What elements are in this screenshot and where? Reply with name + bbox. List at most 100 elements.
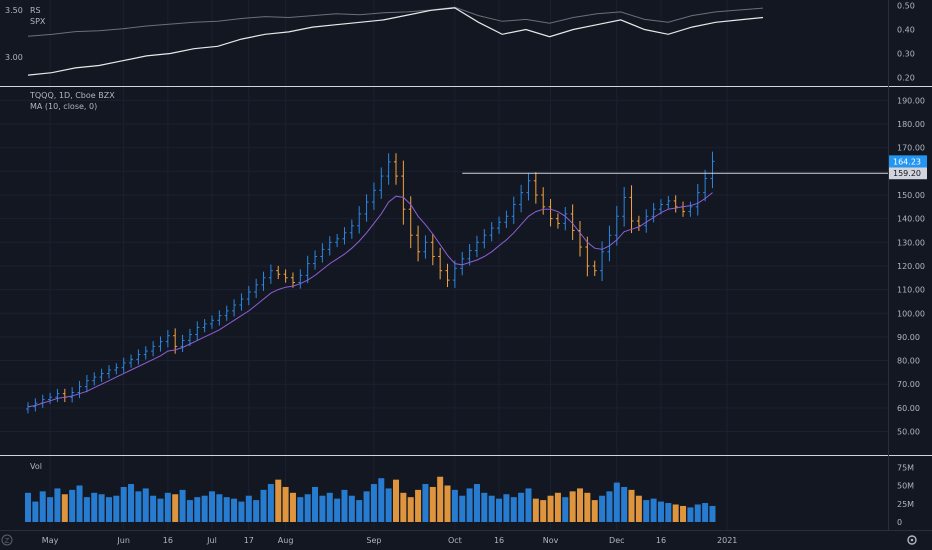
ohlc-bar bbox=[371, 182, 376, 210]
ohlc-bar bbox=[607, 225, 612, 262]
ohlc-bar bbox=[239, 293, 244, 311]
spx-legend: SPX bbox=[30, 17, 46, 26]
volume-bar bbox=[341, 489, 348, 522]
time-axis-label: May bbox=[42, 536, 59, 545]
volume-bar bbox=[665, 503, 672, 522]
ohlc-bar bbox=[519, 184, 524, 213]
volume-bar bbox=[422, 484, 429, 522]
volume-bar bbox=[135, 491, 142, 522]
volume-tick-label: 50M bbox=[897, 482, 914, 491]
ohlc-bar bbox=[710, 151, 715, 189]
volume-bar bbox=[231, 498, 238, 522]
volume-bar bbox=[113, 495, 120, 522]
ohlc-bar bbox=[541, 187, 546, 215]
ohlc-bar bbox=[614, 205, 619, 246]
ohlc-bar bbox=[651, 203, 656, 223]
ohlc-bar bbox=[438, 247, 443, 280]
volume-bar bbox=[643, 500, 650, 522]
ohlc-bar bbox=[511, 196, 516, 225]
svg-text:Z: Z bbox=[5, 537, 10, 545]
volume-panel[interactable] bbox=[25, 476, 716, 522]
ohlc-bar bbox=[268, 264, 273, 284]
rs-legend: RS bbox=[30, 6, 41, 15]
volume-bar bbox=[400, 492, 407, 522]
volume-bar bbox=[702, 503, 709, 522]
ohlc-bar bbox=[217, 310, 222, 326]
ohlc-bar bbox=[533, 172, 538, 204]
ohlc-bar bbox=[416, 225, 421, 262]
time-axis-label: Sep bbox=[366, 536, 381, 545]
ohlc-bar bbox=[585, 236, 590, 277]
volume-bar bbox=[69, 489, 76, 522]
volume-bar bbox=[91, 492, 98, 522]
ohlc-bar bbox=[313, 250, 318, 270]
volume-bar bbox=[164, 492, 171, 522]
z-icon[interactable]: Z bbox=[1, 534, 13, 546]
ohlc-bar bbox=[77, 380, 82, 399]
volume-bar bbox=[687, 507, 694, 522]
ohlc-bar bbox=[622, 187, 627, 227]
time-axis-label: Aug bbox=[278, 536, 294, 545]
volume-bar bbox=[606, 491, 613, 522]
volume-bar bbox=[245, 495, 252, 522]
volume-bar bbox=[532, 498, 539, 522]
volume-bar bbox=[429, 486, 436, 522]
ohlc-bar bbox=[430, 233, 435, 266]
volume-bar bbox=[186, 500, 193, 522]
rs-panel[interactable] bbox=[27, 6, 764, 76]
ohlc-bar bbox=[673, 195, 678, 213]
volume-bar bbox=[150, 495, 157, 522]
ohlc-bar bbox=[246, 285, 251, 306]
ohlc-bar bbox=[460, 251, 465, 276]
price-tick-label: 140.00 bbox=[897, 215, 925, 224]
volume-bar bbox=[437, 476, 444, 522]
volume-bar bbox=[47, 497, 54, 522]
ohlc-bar bbox=[180, 334, 185, 353]
time-axis-label: Nov bbox=[543, 536, 559, 545]
volume-bar bbox=[120, 486, 127, 522]
ohlc-bar bbox=[165, 330, 170, 348]
ohlc-bar bbox=[497, 216, 502, 234]
price-tick-label: 80.00 bbox=[897, 357, 920, 366]
chart-grid bbox=[0, 0, 888, 530]
volume-bar bbox=[39, 491, 46, 522]
rs-right-tick: 0.30 bbox=[897, 50, 915, 59]
price-panel[interactable] bbox=[26, 151, 888, 414]
volume-bar bbox=[32, 501, 39, 522]
level-price-label: 159.20 bbox=[893, 169, 921, 178]
ohlc-bar bbox=[283, 269, 288, 283]
volume-bar bbox=[326, 492, 333, 522]
ohlc-bar bbox=[106, 365, 111, 379]
volume-bar bbox=[334, 498, 341, 522]
volume-bar bbox=[496, 498, 503, 522]
volume-bar bbox=[473, 484, 480, 522]
ohlc-bar bbox=[195, 321, 200, 341]
rs-left-tick: 3.50 bbox=[5, 6, 23, 15]
ohlc-bar bbox=[320, 243, 325, 263]
volume-bar bbox=[194, 497, 201, 522]
volume-bar bbox=[267, 484, 274, 522]
volume-bar bbox=[179, 489, 186, 522]
ohlc-bar bbox=[423, 235, 428, 259]
ohlc-bar bbox=[99, 368, 104, 382]
ohlc-bar bbox=[688, 201, 693, 217]
volume-bar bbox=[569, 491, 576, 522]
ohlc-bar bbox=[290, 272, 295, 288]
time-axis-label: Dec bbox=[609, 536, 624, 545]
time-axis-label: Oct bbox=[448, 536, 462, 545]
volume-bar bbox=[76, 485, 83, 522]
volume-bar bbox=[554, 492, 561, 522]
volume-bar bbox=[289, 492, 296, 522]
volume-bar bbox=[672, 504, 679, 522]
gear-icon[interactable] bbox=[907, 535, 917, 545]
price-tick-label: 110.00 bbox=[897, 286, 925, 295]
ohlc-bar bbox=[224, 305, 229, 321]
rs-right-tick: 0.20 bbox=[897, 74, 915, 83]
volume-bar bbox=[25, 492, 31, 522]
volume-bar bbox=[481, 492, 488, 522]
price-tick-label: 190.00 bbox=[897, 96, 925, 105]
volume-bar bbox=[503, 494, 510, 522]
rs-right-tick: 0.40 bbox=[897, 26, 915, 35]
volume-bar bbox=[282, 486, 289, 522]
